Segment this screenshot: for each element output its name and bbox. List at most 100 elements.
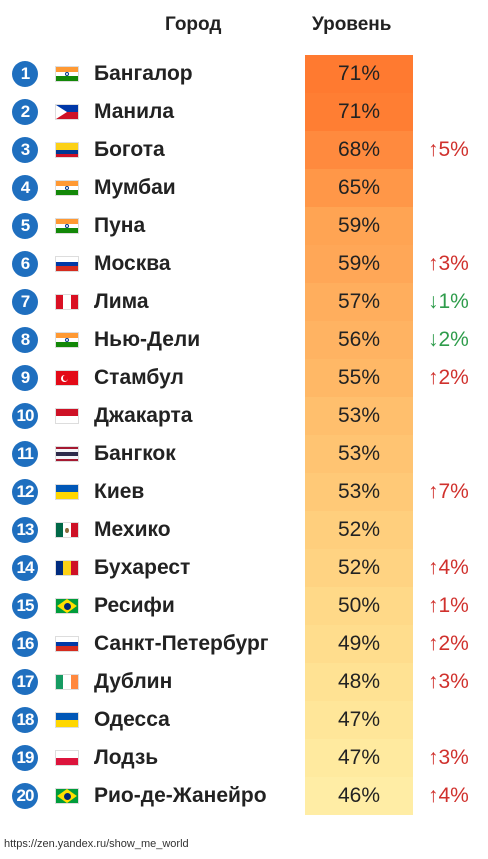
flag-brazil-icon [56,789,78,803]
rank-badge: 14 [12,555,38,581]
level-value: 71% [305,55,413,93]
level-value: 68% [305,131,413,169]
level-value: 53% [305,435,413,473]
city-name: Пуна [94,214,146,237]
level-value: 53% [305,397,413,435]
rank-badge: 7 [12,289,38,315]
rank-badge: 18 [12,707,38,733]
city-name: Богота [94,138,165,161]
table-row: 10 Джакарта 53% [0,397,488,435]
city-name: Москва [94,252,171,275]
city-name: Мумбаи [94,176,176,199]
change-indicator: ↑5% [428,138,469,161]
city-name: Бангкок [94,442,176,465]
flag-india-icon [56,333,78,347]
change-indicator: ↑3% [428,746,469,769]
table-row: 9 Стамбул 55% ↑2% [0,359,488,397]
table-row: 1 Бангалор 71% [0,55,488,93]
rank-badge: 4 [12,175,38,201]
city-name: Лодзь [94,746,159,769]
table-row: 15 Ресифи 50% ↑1% [0,587,488,625]
flag-ukraine-icon [56,485,78,499]
level-value: 57% [305,283,413,321]
table-row: 12 Киев 53% ↑7% [0,473,488,511]
rank-badge: 12 [12,479,38,505]
level-value: 48% [305,663,413,701]
flag-india-icon [56,67,78,81]
level-value: 52% [305,511,413,549]
city-name: Бухарест [94,556,191,579]
change-indicator: ↑3% [428,670,469,693]
rank-badge: 1 [12,61,38,87]
table-row: 16 Санкт-Петербург 49% ↑2% [0,625,488,663]
table-row: 5 Пуна 59% [0,207,488,245]
rank-badge: 2 [12,99,38,125]
flag-poland-icon [56,751,78,765]
city-name: Рио-де-Жанейро [94,784,267,807]
table-row: 13 Мехико 52% [0,511,488,549]
level-value: 59% [305,207,413,245]
city-name: Джакарта [94,404,193,427]
city-name: Нью-Дели [94,328,201,351]
level-value: 71% [305,93,413,131]
city-name: Одесса [94,708,170,731]
change-indicator: ↑4% [428,784,469,807]
change-indicator: ↑3% [428,252,469,275]
city-name: Санкт-Петербург [94,632,269,655]
table-row: 17 Дублин 48% ↑3% [0,663,488,701]
table-row: 6 Москва 59% ↑3% [0,245,488,283]
change-indicator: ↑2% [428,366,469,389]
change-indicator: ↑2% [428,632,469,655]
rank-badge: 5 [12,213,38,239]
rank-badge: 16 [12,631,38,657]
flag-colombia-icon [56,143,78,157]
flag-india-icon [56,181,78,195]
table-row: 3 Богота 68% ↑5% [0,131,488,169]
flag-ireland-icon [56,675,78,689]
flag-philippines-icon [56,105,78,119]
flag-ukraine-icon [56,713,78,727]
city-name: Манила [94,100,175,123]
table-row: 8 Нью-Дели 56% ↓2% [0,321,488,359]
city-name: Бангалор [94,62,193,85]
level-value: 59% [305,245,413,283]
change-indicator: ↑7% [428,480,469,503]
city-name: Дублин [94,670,173,693]
level-value: 49% [305,625,413,663]
table-row: 2 Манила 71% [0,93,488,131]
header-level: Уровень [312,14,392,35]
flag-turkey-icon [56,371,78,385]
flag-russia-icon [56,637,78,651]
change-indicator: ↑1% [428,594,469,617]
source-link[interactable]: https://zen.yandex.ru/show_me_world [4,838,189,850]
rows-container: 1 Бангалор 71% 2 Манила 71% 3 Богота 68% ↑5% 4 Мумб… [0,55,488,815]
change-indicator: ↑4% [428,556,469,579]
flag-india-icon [56,219,78,233]
table-row: 7 Лима 57% ↓1% [0,283,488,321]
rank-badge: 9 [12,365,38,391]
level-value: 47% [305,701,413,739]
level-value: 52% [305,549,413,587]
flag-russia-icon [56,257,78,271]
rank-badge: 6 [12,251,38,277]
table-row: 4 Мумбаи 65% [0,169,488,207]
rank-badge: 11 [12,441,38,467]
city-name: Лима [94,290,149,313]
city-name: Стамбул [94,366,184,389]
rank-badge: 17 [12,669,38,695]
level-value: 50% [305,587,413,625]
table-row: 20 Рио-де-Жанейро 46% ↑4% [0,777,488,815]
level-value: 55% [305,359,413,397]
level-value: 56% [305,321,413,359]
table-row: 19 Лодзь 47% ↑3% [0,739,488,777]
rank-badge: 15 [12,593,38,619]
change-indicator: ↓2% [428,328,469,351]
city-name: Мехико [94,518,171,541]
change-indicator: ↓1% [428,290,469,313]
rank-badge: 19 [12,745,38,771]
header-city: Город [165,14,222,35]
level-value: 46% [305,777,413,815]
city-name: Ресифи [94,594,175,617]
rank-badge: 3 [12,137,38,163]
